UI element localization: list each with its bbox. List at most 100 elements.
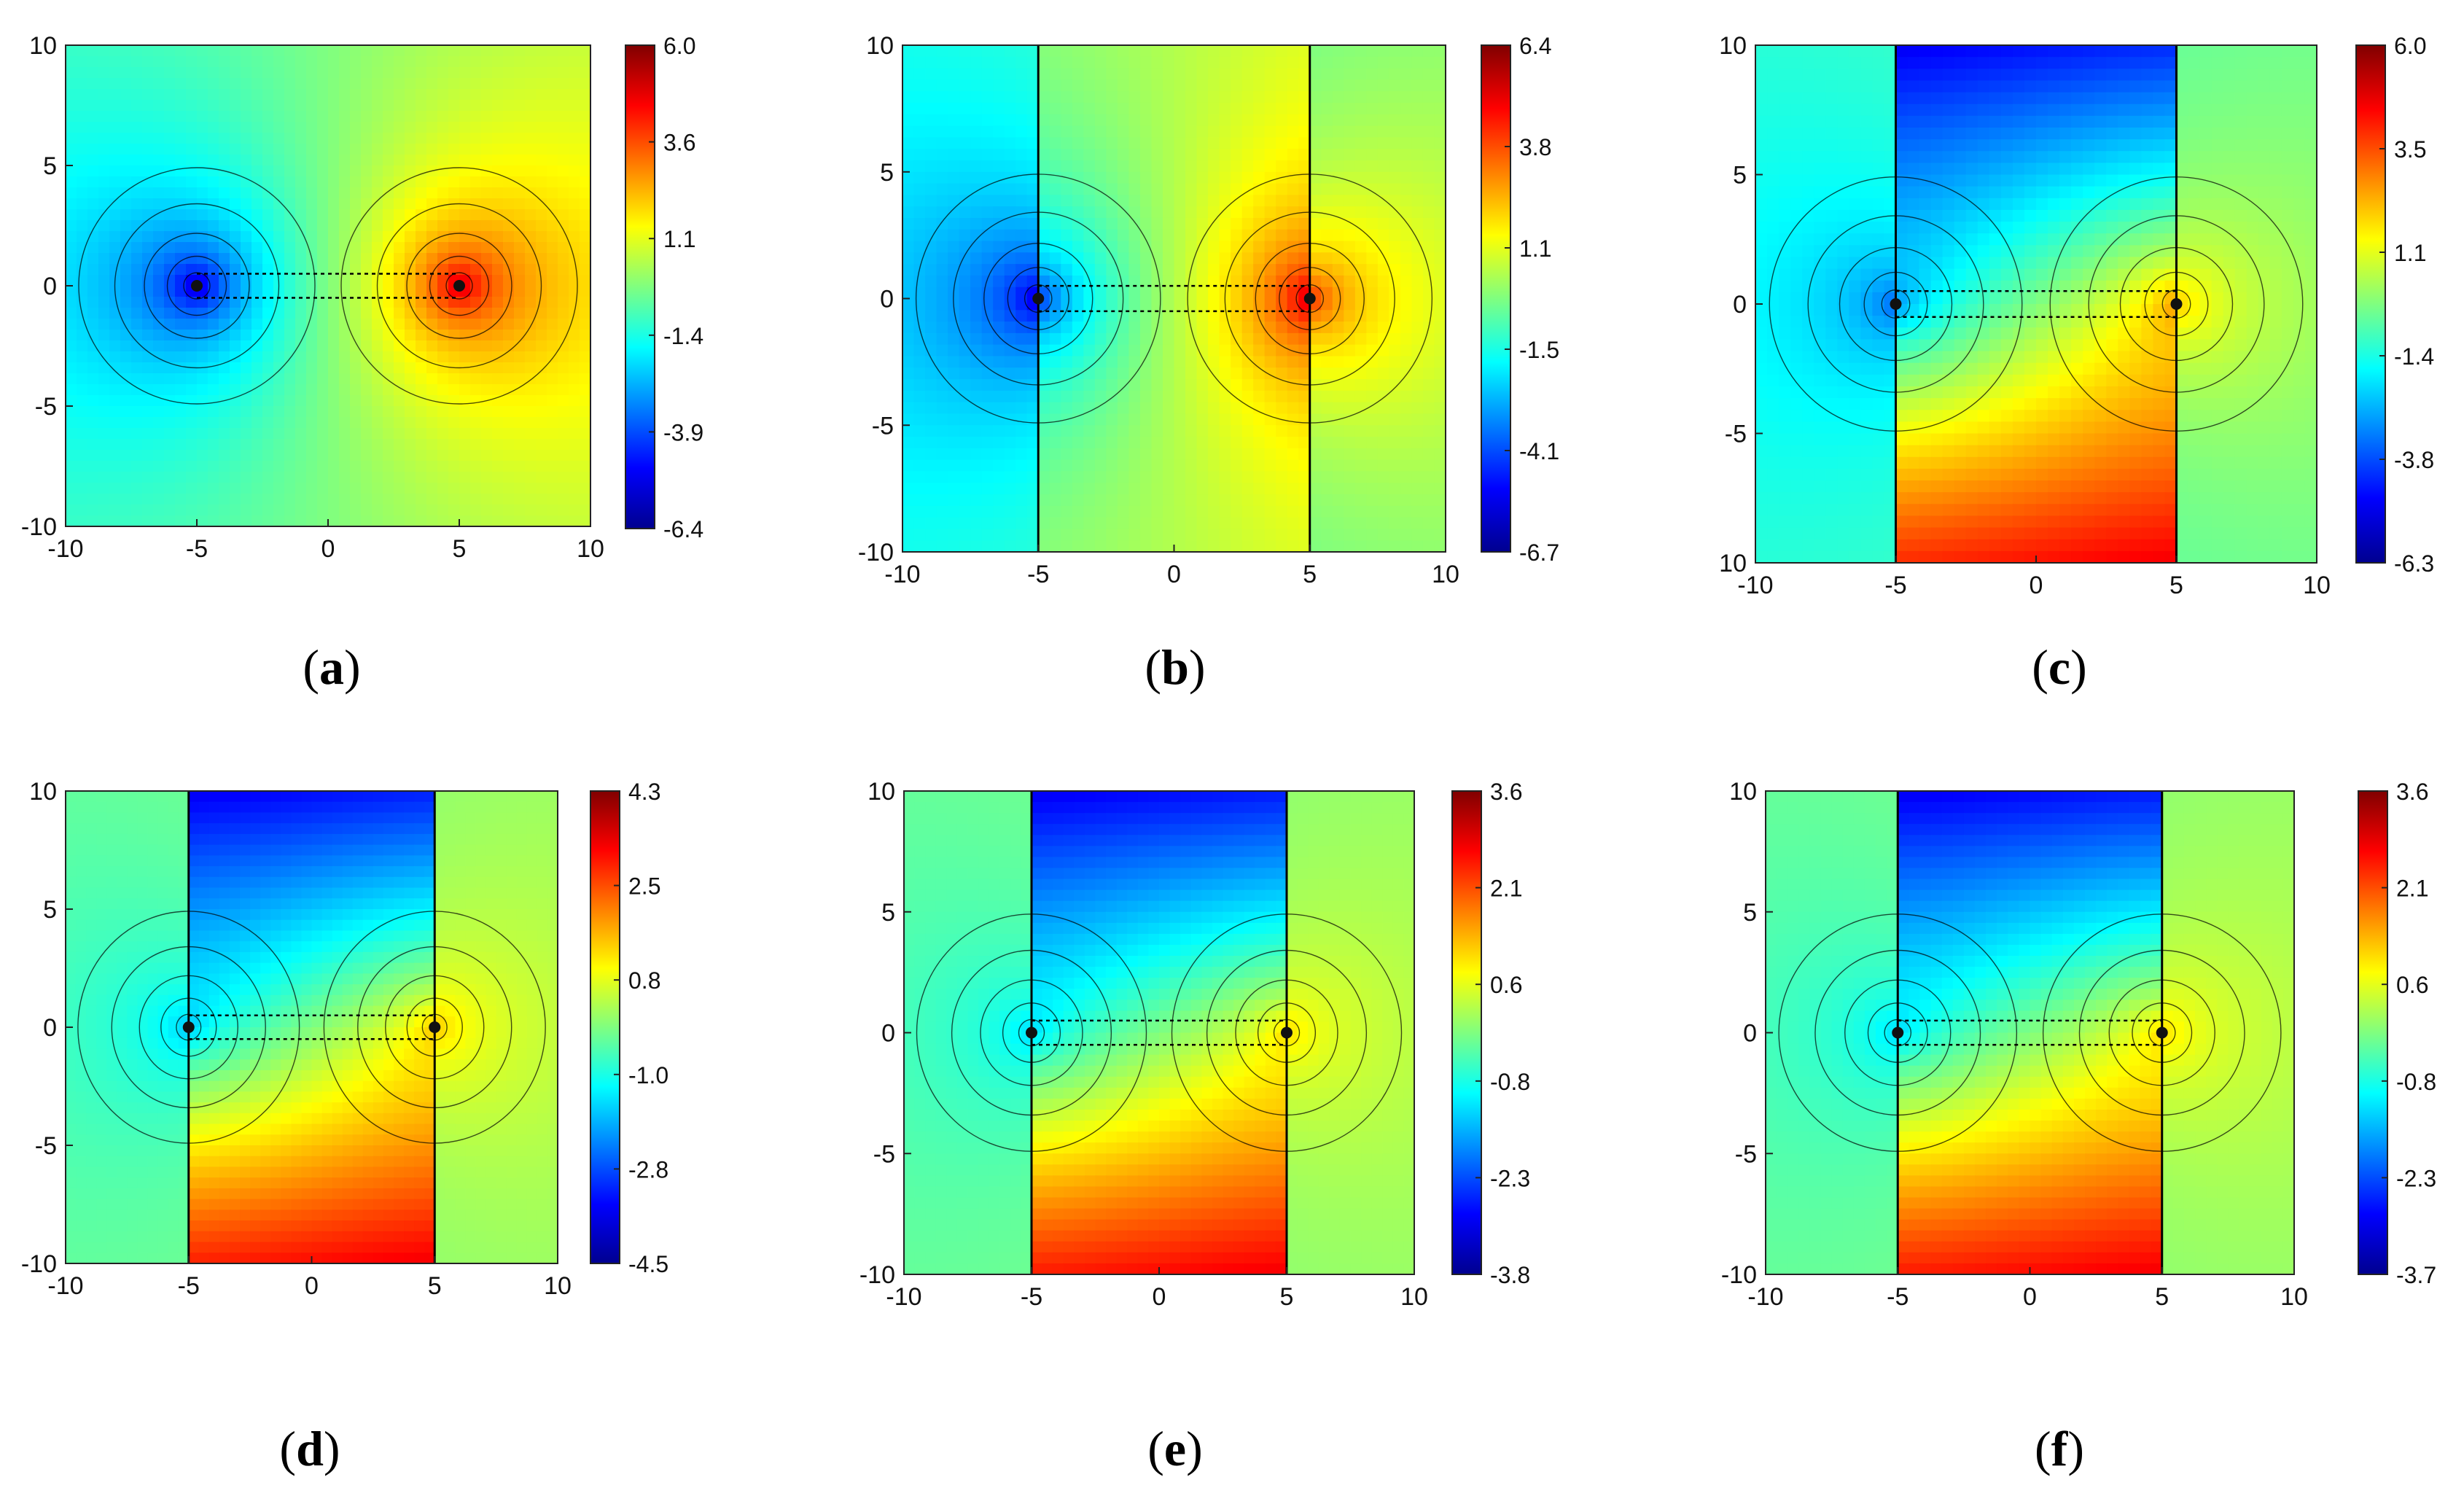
heatmap-cell (1411, 68, 1424, 81)
heatmap-cell (350, 242, 362, 254)
heatmap-cell (580, 494, 591, 505)
heatmap-cell (1332, 505, 1345, 518)
heatmap-cell (1083, 45, 1096, 58)
heatmap-cell (1837, 57, 1850, 70)
heatmap-cell (394, 144, 405, 155)
heatmap-cell (1094, 517, 1107, 530)
heatmap-cell (1298, 402, 1311, 415)
heatmap-cell (1072, 471, 1085, 484)
heatmap-cell (1930, 80, 1943, 93)
heatmap-cell (2211, 139, 2224, 152)
heatmap-cell (87, 56, 99, 68)
heatmap-cell (1004, 287, 1017, 300)
heatmap-cell (1196, 517, 1209, 530)
heatmap-cell (1162, 540, 1175, 553)
heatmap-cell (959, 149, 971, 161)
heatmap-cell (416, 165, 427, 177)
heatmap-cell (1354, 56, 1368, 69)
heatmap-cell (925, 356, 937, 369)
contour-line (144, 233, 250, 339)
heatmap-cell (1321, 356, 1333, 369)
heatmap-cell (547, 483, 558, 494)
heatmap-cell (925, 483, 937, 495)
heatmap-cell (252, 253, 263, 265)
heatmap-cell (426, 187, 438, 199)
heatmap-cell (262, 439, 274, 451)
heatmap-cell (503, 111, 515, 122)
heatmap-cell (328, 220, 340, 232)
heatmap-cell (1139, 379, 1153, 391)
heatmap-cell (1965, 104, 1978, 117)
heatmap-cell (2036, 163, 2048, 176)
heatmap-cell (514, 472, 526, 483)
heatmap-cell (1139, 252, 1153, 265)
heatmap-cell (241, 504, 252, 516)
heatmap-cell (273, 242, 285, 254)
heatmap-cell (87, 373, 99, 385)
heatmap-cell (2129, 151, 2143, 164)
heatmap-cell (1298, 344, 1311, 357)
heatmap-cell (1422, 217, 1435, 230)
heatmap-cell (175, 144, 187, 155)
heatmap-cell (120, 340, 132, 352)
heatmap-cell (1389, 102, 1401, 115)
heatmap-cell (959, 367, 971, 380)
heatmap-cell (372, 45, 383, 57)
heatmap-cell (1422, 160, 1435, 173)
heatmap-cell (1400, 264, 1413, 276)
heatmap-cell (1231, 494, 1243, 507)
heatmap-cell (1411, 310, 1424, 322)
heatmap-cell (87, 297, 99, 308)
heatmap-cell (339, 504, 351, 516)
heatmap-cell (1128, 425, 1141, 437)
heatmap-cell (295, 483, 307, 494)
heatmap-cell (120, 504, 132, 516)
heatmap-cell (1321, 425, 1333, 437)
heatmap-cell (2258, 139, 2271, 152)
heatmap-cell (77, 133, 88, 144)
heatmap-cell (262, 198, 274, 210)
heatmap-cell (2024, 174, 2037, 187)
heatmap-cell (1287, 195, 1300, 207)
heatmap-cell (1231, 344, 1243, 357)
heatmap-cell (1106, 206, 1118, 219)
heatmap-cell (437, 330, 449, 341)
heatmap-cell (1004, 91, 1017, 104)
heatmap-cell (1106, 241, 1118, 254)
heatmap-cell (558, 198, 569, 210)
heatmap-cell (405, 144, 416, 155)
heatmap-cell (925, 56, 937, 69)
heatmap-cell (2083, 127, 2096, 140)
heatmap-cell (1094, 183, 1107, 196)
heatmap-cell (1287, 517, 1300, 530)
heatmap-cell (2036, 80, 2048, 93)
heatmap-cell (448, 384, 460, 396)
heatmap-cell (1196, 137, 1209, 149)
heatmap-cell (241, 515, 252, 527)
heatmap-cell (1825, 174, 1839, 187)
heatmap-cell (536, 264, 547, 276)
heatmap-cell (1094, 379, 1107, 391)
heatmap-cell (197, 483, 208, 494)
heatmap-cell (1185, 494, 1198, 507)
heatmap-cell (197, 176, 208, 188)
heatmap-cell (1411, 332, 1424, 346)
heatmap-cell (547, 330, 558, 341)
heatmap-cell (1231, 91, 1243, 104)
heatmap-cell (197, 330, 208, 341)
heatmap-cell (925, 540, 937, 553)
heatmap-cell (1061, 264, 1073, 276)
heatmap-cell (981, 437, 994, 449)
heatmap-cell (1422, 367, 1435, 380)
heatmap-cell (1411, 529, 1424, 542)
heatmap-cell (1015, 529, 1028, 542)
heatmap-cell (241, 351, 252, 363)
heatmap-cell (1117, 114, 1130, 127)
heatmap-cell (1872, 127, 1885, 140)
heatmap-cell (569, 406, 580, 418)
heatmap-cell (1162, 322, 1175, 334)
heatmap-cell (959, 264, 971, 276)
heatmap-cell (1411, 206, 1424, 219)
heatmap-cell (153, 78, 165, 90)
heatmap-cell (98, 297, 110, 308)
